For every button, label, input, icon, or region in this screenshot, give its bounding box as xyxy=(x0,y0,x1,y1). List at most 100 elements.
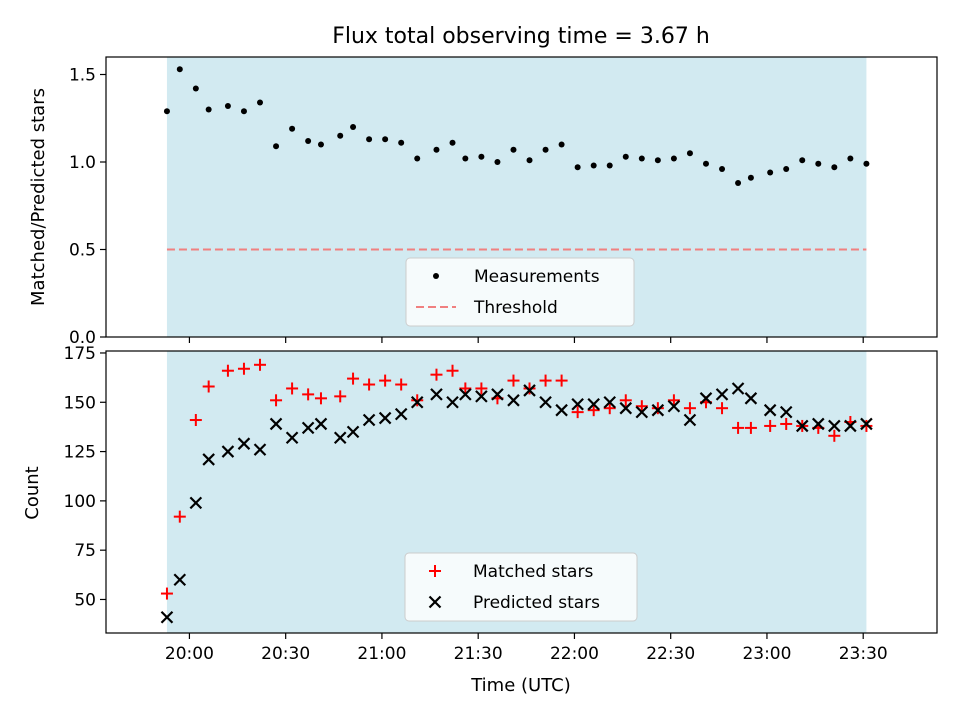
ratio-ylabel: Matched/Predicted stars xyxy=(28,88,49,306)
matched-star-point xyxy=(744,421,757,434)
predicted-star-point xyxy=(202,453,215,466)
ratio-legend: Measurements Threshold xyxy=(405,257,635,327)
measurement-point xyxy=(590,162,597,169)
measurement-point xyxy=(526,157,533,164)
time-xtick-label: 23:00 xyxy=(742,644,791,664)
measurement-point xyxy=(449,139,456,146)
matched-star-point xyxy=(237,362,250,375)
measurement-point xyxy=(289,125,296,132)
predicted-star-point xyxy=(253,443,267,456)
ratio-legend-label: Threshold xyxy=(473,298,558,318)
measurement-point xyxy=(686,150,693,157)
measurement-point xyxy=(847,155,854,162)
predicted-star-point xyxy=(362,413,376,427)
measurement-point xyxy=(815,160,822,167)
figure-title: Flux total observing time = 3.67 h xyxy=(332,24,710,49)
matched-star-point xyxy=(379,374,392,387)
matched-star-point xyxy=(334,390,347,403)
count-ylabel: Count xyxy=(22,466,43,519)
predicted-star-point xyxy=(587,397,600,411)
count-legend-label: Matched stars xyxy=(473,562,593,582)
matched-star-point xyxy=(395,378,408,391)
measurement-point xyxy=(433,146,440,153)
count-panel: 50 75 100 125 150 175 20:00 20:30 21:00 21:30 22:0… xyxy=(22,344,938,696)
measurement-point xyxy=(622,153,629,160)
measurement-point xyxy=(398,139,405,146)
count-legend: Matched stars Predicted stars xyxy=(404,552,638,622)
measurement-point xyxy=(558,141,565,148)
legend-matched-swatch xyxy=(429,565,441,577)
predicted-star-point xyxy=(221,445,235,458)
predicted-star-point xyxy=(844,419,857,433)
ratio-axes-frame xyxy=(105,56,938,338)
measurement-point xyxy=(337,132,344,139)
predicted-star-point xyxy=(459,388,472,401)
matched-star-point xyxy=(459,382,472,395)
time-xtick-label: 20:30 xyxy=(261,644,310,664)
measurement-point xyxy=(654,157,661,164)
count-ytick-label: 175 xyxy=(64,344,96,364)
predicted-star-point xyxy=(795,419,809,433)
measurement-point xyxy=(163,108,170,115)
matched-star-point xyxy=(507,374,520,387)
matched-star-point xyxy=(651,402,664,415)
predicted-star-point xyxy=(160,610,174,624)
measurement-point xyxy=(670,155,677,162)
predicted-star-point xyxy=(555,403,568,417)
measurement-point xyxy=(494,159,501,165)
predicted-star-point xyxy=(491,388,504,401)
predicted-star-point xyxy=(314,417,328,431)
predicted-star-point xyxy=(603,395,617,409)
matched-star-point xyxy=(411,394,424,407)
measurement-point xyxy=(783,166,790,172)
measurement-point xyxy=(542,146,549,153)
matched-star-point xyxy=(683,402,696,415)
matched-star-point xyxy=(667,394,680,407)
matched-star-point xyxy=(732,421,745,434)
matched-star-point xyxy=(173,510,186,523)
predicted-star-point xyxy=(779,405,793,419)
measurement-point xyxy=(240,108,247,115)
measurement-point xyxy=(176,66,183,73)
ratio-ytick-label: 1.0 xyxy=(69,153,96,173)
count-axes-frame xyxy=(105,350,938,634)
ratio-legend-label: Measurements xyxy=(474,267,600,287)
measurement-point xyxy=(192,85,199,92)
time-xlabel: Time (UTC) xyxy=(470,675,571,696)
predicted-star-point xyxy=(189,496,203,510)
predicted-star-point xyxy=(173,573,187,587)
measurement-point xyxy=(478,153,485,160)
predicted-star-point xyxy=(699,392,713,405)
matched-star-point xyxy=(619,394,632,407)
matched-star-point xyxy=(716,402,729,415)
predicted-star-point xyxy=(475,390,488,403)
predicted-star-point xyxy=(667,399,681,413)
measurement-point xyxy=(224,103,231,109)
matched-star-point xyxy=(160,587,173,600)
predicted-star-point xyxy=(269,417,283,431)
matched-star-point xyxy=(555,374,568,387)
matched-star-point xyxy=(603,402,616,415)
measurement-point xyxy=(350,124,357,130)
ratio-ytick-label: 0.5 xyxy=(69,241,96,261)
matched-star-point xyxy=(363,378,376,391)
predicted-star-point xyxy=(763,403,777,417)
time-xtick-label: 20:00 xyxy=(165,644,214,664)
predicted-star-point xyxy=(731,382,745,395)
count-legend-label: Predicted stars xyxy=(473,593,600,613)
measurement-point xyxy=(606,162,613,169)
predicted-star-point xyxy=(539,395,552,409)
ratio-ytick-label: 0.0 xyxy=(69,328,96,348)
measurement-point xyxy=(257,99,264,106)
matched-star-point xyxy=(254,358,267,371)
measurement-point xyxy=(510,146,517,153)
legend-measurement-swatch xyxy=(433,273,439,279)
measurement-point xyxy=(574,164,581,171)
predicted-star-point xyxy=(285,431,299,445)
predicted-star-point xyxy=(828,419,841,433)
ratio-panel: 0.0 0.5 1.0 1.5 Matched/Predicted stars Mea… xyxy=(28,56,938,348)
predicted-star-point xyxy=(333,431,347,445)
measurement-point xyxy=(702,160,709,167)
matched-star-point xyxy=(314,392,327,405)
predicted-star-point xyxy=(683,413,697,427)
